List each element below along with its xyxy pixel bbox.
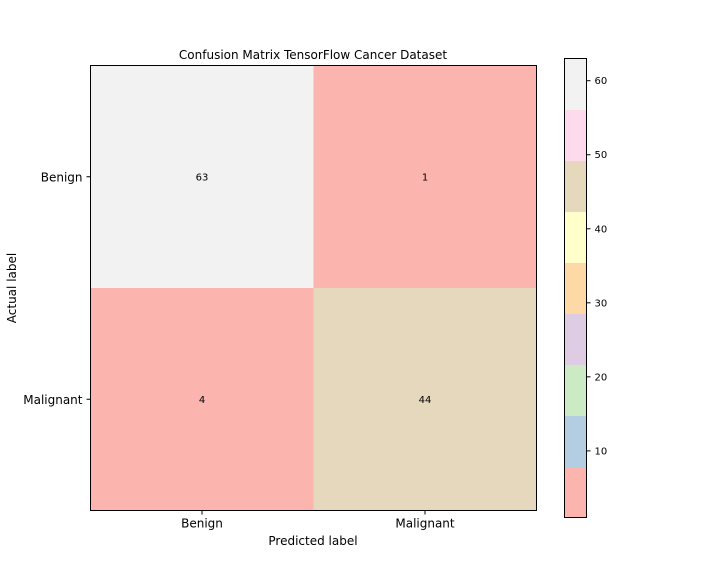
colorbar-tick-label: 20 [595,372,608,383]
colorbar-tick-label: 50 [595,150,608,161]
colorbar-segment [564,109,587,161]
colorbar-segment [564,466,587,518]
heatmap-cells: 63 14 44 [90,65,537,511]
x-tick-label: Malignant [395,517,455,531]
cell-value-label: 1 [422,172,428,183]
plot-frame [90,65,537,511]
colorbar: 10 20 30 40 50 60 [564,58,608,518]
chart-title: Confusion Matrix TensorFlow Cancer Datas… [179,48,447,62]
colorbar-segment [564,313,587,365]
colorbar-segment [564,364,587,416]
cell-value-label: 44 [419,395,432,406]
y-axis-label: Actual label [5,253,19,323]
y-tick-label: Malignant [23,393,83,407]
x-tick-label: Benign [181,517,223,531]
y-axis-ticks: Benign Malignant [23,170,91,407]
colorbar-segment [564,262,587,314]
heatmap-cell [90,65,314,288]
x-axis-label: Predicted label [268,534,357,548]
heatmap-cell [313,65,537,288]
colorbar-tick-label: 40 [595,224,608,235]
cell-value-label: 63 [196,172,209,183]
colorbar-tick-label: 60 [595,76,608,87]
colorbar-segment [564,160,587,212]
colorbar-segment [564,415,587,467]
heatmap-cell [313,288,537,511]
colorbar-segment [564,211,587,263]
colorbar-tick-label: 30 [595,298,608,309]
x-axis-ticks: Benign Malignant [181,510,455,531]
cell-value-label: 4 [199,395,205,406]
colorbar-segment [564,58,587,110]
y-tick-label: Benign [41,170,83,184]
colorbar-frame [564,58,587,518]
heatmap-cell [90,288,314,511]
colorbar-tick-label: 10 [595,446,608,457]
